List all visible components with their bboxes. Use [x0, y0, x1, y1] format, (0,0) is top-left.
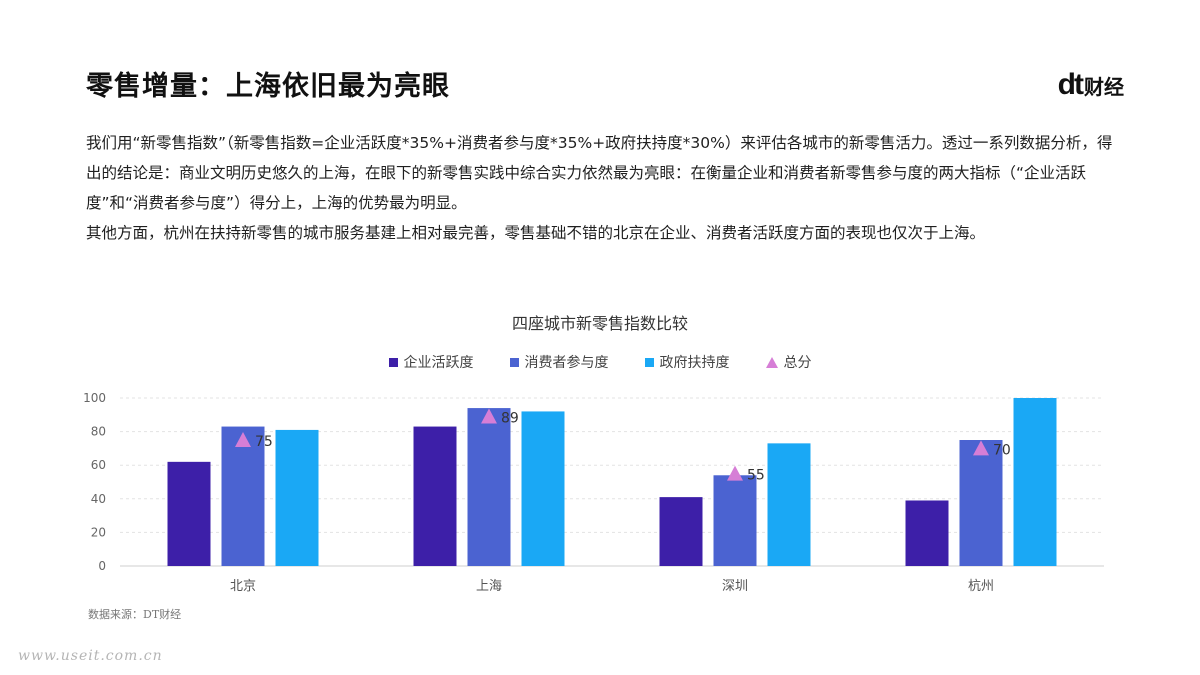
legend-item-consumer: 消费者参与度: [509, 352, 609, 372]
total-marker: [727, 465, 743, 481]
bar: [275, 429, 319, 566]
bar: [521, 411, 565, 566]
y-tick-label: 0: [98, 559, 106, 573]
logo-mark: dt: [1057, 68, 1084, 101]
bar: [167, 461, 211, 566]
legend-swatch-enterprise: [388, 357, 398, 367]
total-label: 70: [993, 442, 1011, 458]
bar: [467, 408, 511, 566]
legend-item-total: 总分: [765, 352, 812, 372]
x-tick-label: 北京: [230, 579, 256, 594]
logo-text: 财经: [1084, 75, 1124, 99]
y-tick-label: 100: [83, 391, 106, 405]
bar: [959, 440, 1003, 566]
chart: 四座城市新零售指数比较 企业活跃度 消费者参与度 政府扶持度 总分 0 20 40 6…: [0, 300, 1200, 630]
total-label: 89: [501, 410, 519, 426]
body-text: 我们用“新零售指数”（新零售指数=企业活跃度*35%+消费者参与度*35%+政府…: [86, 128, 1126, 248]
x-tick-label: 深圳: [722, 579, 748, 594]
legend-label-enterprise: 企业活跃度: [403, 355, 474, 371]
dt-finance-logo: dt 财经: [1058, 68, 1124, 102]
bar: [413, 426, 457, 566]
y-tick-label: 40: [91, 492, 106, 506]
page-title: 零售增量：上海依旧最为亮眼: [86, 71, 450, 102]
bar: [767, 443, 811, 566]
total-marker: [973, 440, 989, 456]
total-label: 75: [255, 434, 273, 450]
legend-swatch-government: [644, 357, 654, 367]
legend-label-consumer: 消费者参与度: [524, 355, 609, 371]
body-paragraph-1: 我们用“新零售指数”（新零售指数=企业活跃度*35%+消费者参与度*35%+政府…: [86, 134, 1113, 212]
legend-triangle-icon: [765, 356, 778, 368]
legend-label-government: 政府扶持度: [659, 355, 730, 371]
x-tick-label: 上海: [476, 579, 502, 594]
data-source: 数据来源：DT财经: [88, 608, 182, 621]
x-tick-label: 杭州: [968, 579, 994, 594]
total-label: 55: [747, 468, 765, 484]
total-marker: [235, 432, 251, 447]
bar: [221, 426, 265, 566]
total-marker: [481, 408, 497, 424]
y-tick-label: 80: [91, 425, 106, 439]
body-paragraph-2: 其他方面，杭州在扶持新零售的城市服务基建上相对最完善，零售基础不错的北京在企业、…: [86, 224, 986, 242]
chart-legend: 企业活跃度 消费者参与度 政府扶持度 总分: [0, 352, 1200, 372]
chart-plot: 0 20 40 60 80 100 北京 75 上海 89 深圳 55 杭州 70: [83, 391, 1104, 594]
legend-item-government: 政府扶持度: [644, 352, 730, 372]
legend-swatch-consumer: [509, 357, 519, 367]
legend-item-enterprise: 企业活跃度: [388, 352, 474, 372]
chart-title: 四座城市新零售指数比较: [511, 314, 688, 333]
bar: [659, 497, 703, 566]
y-tick-label: 20: [91, 525, 106, 539]
watermark: www.useit.com.cn: [18, 648, 163, 664]
y-tick-label: 60: [91, 458, 106, 472]
bar: [905, 500, 949, 566]
legend-label-total: 总分: [783, 355, 812, 371]
bar: [1013, 398, 1057, 566]
bar: [713, 475, 757, 566]
